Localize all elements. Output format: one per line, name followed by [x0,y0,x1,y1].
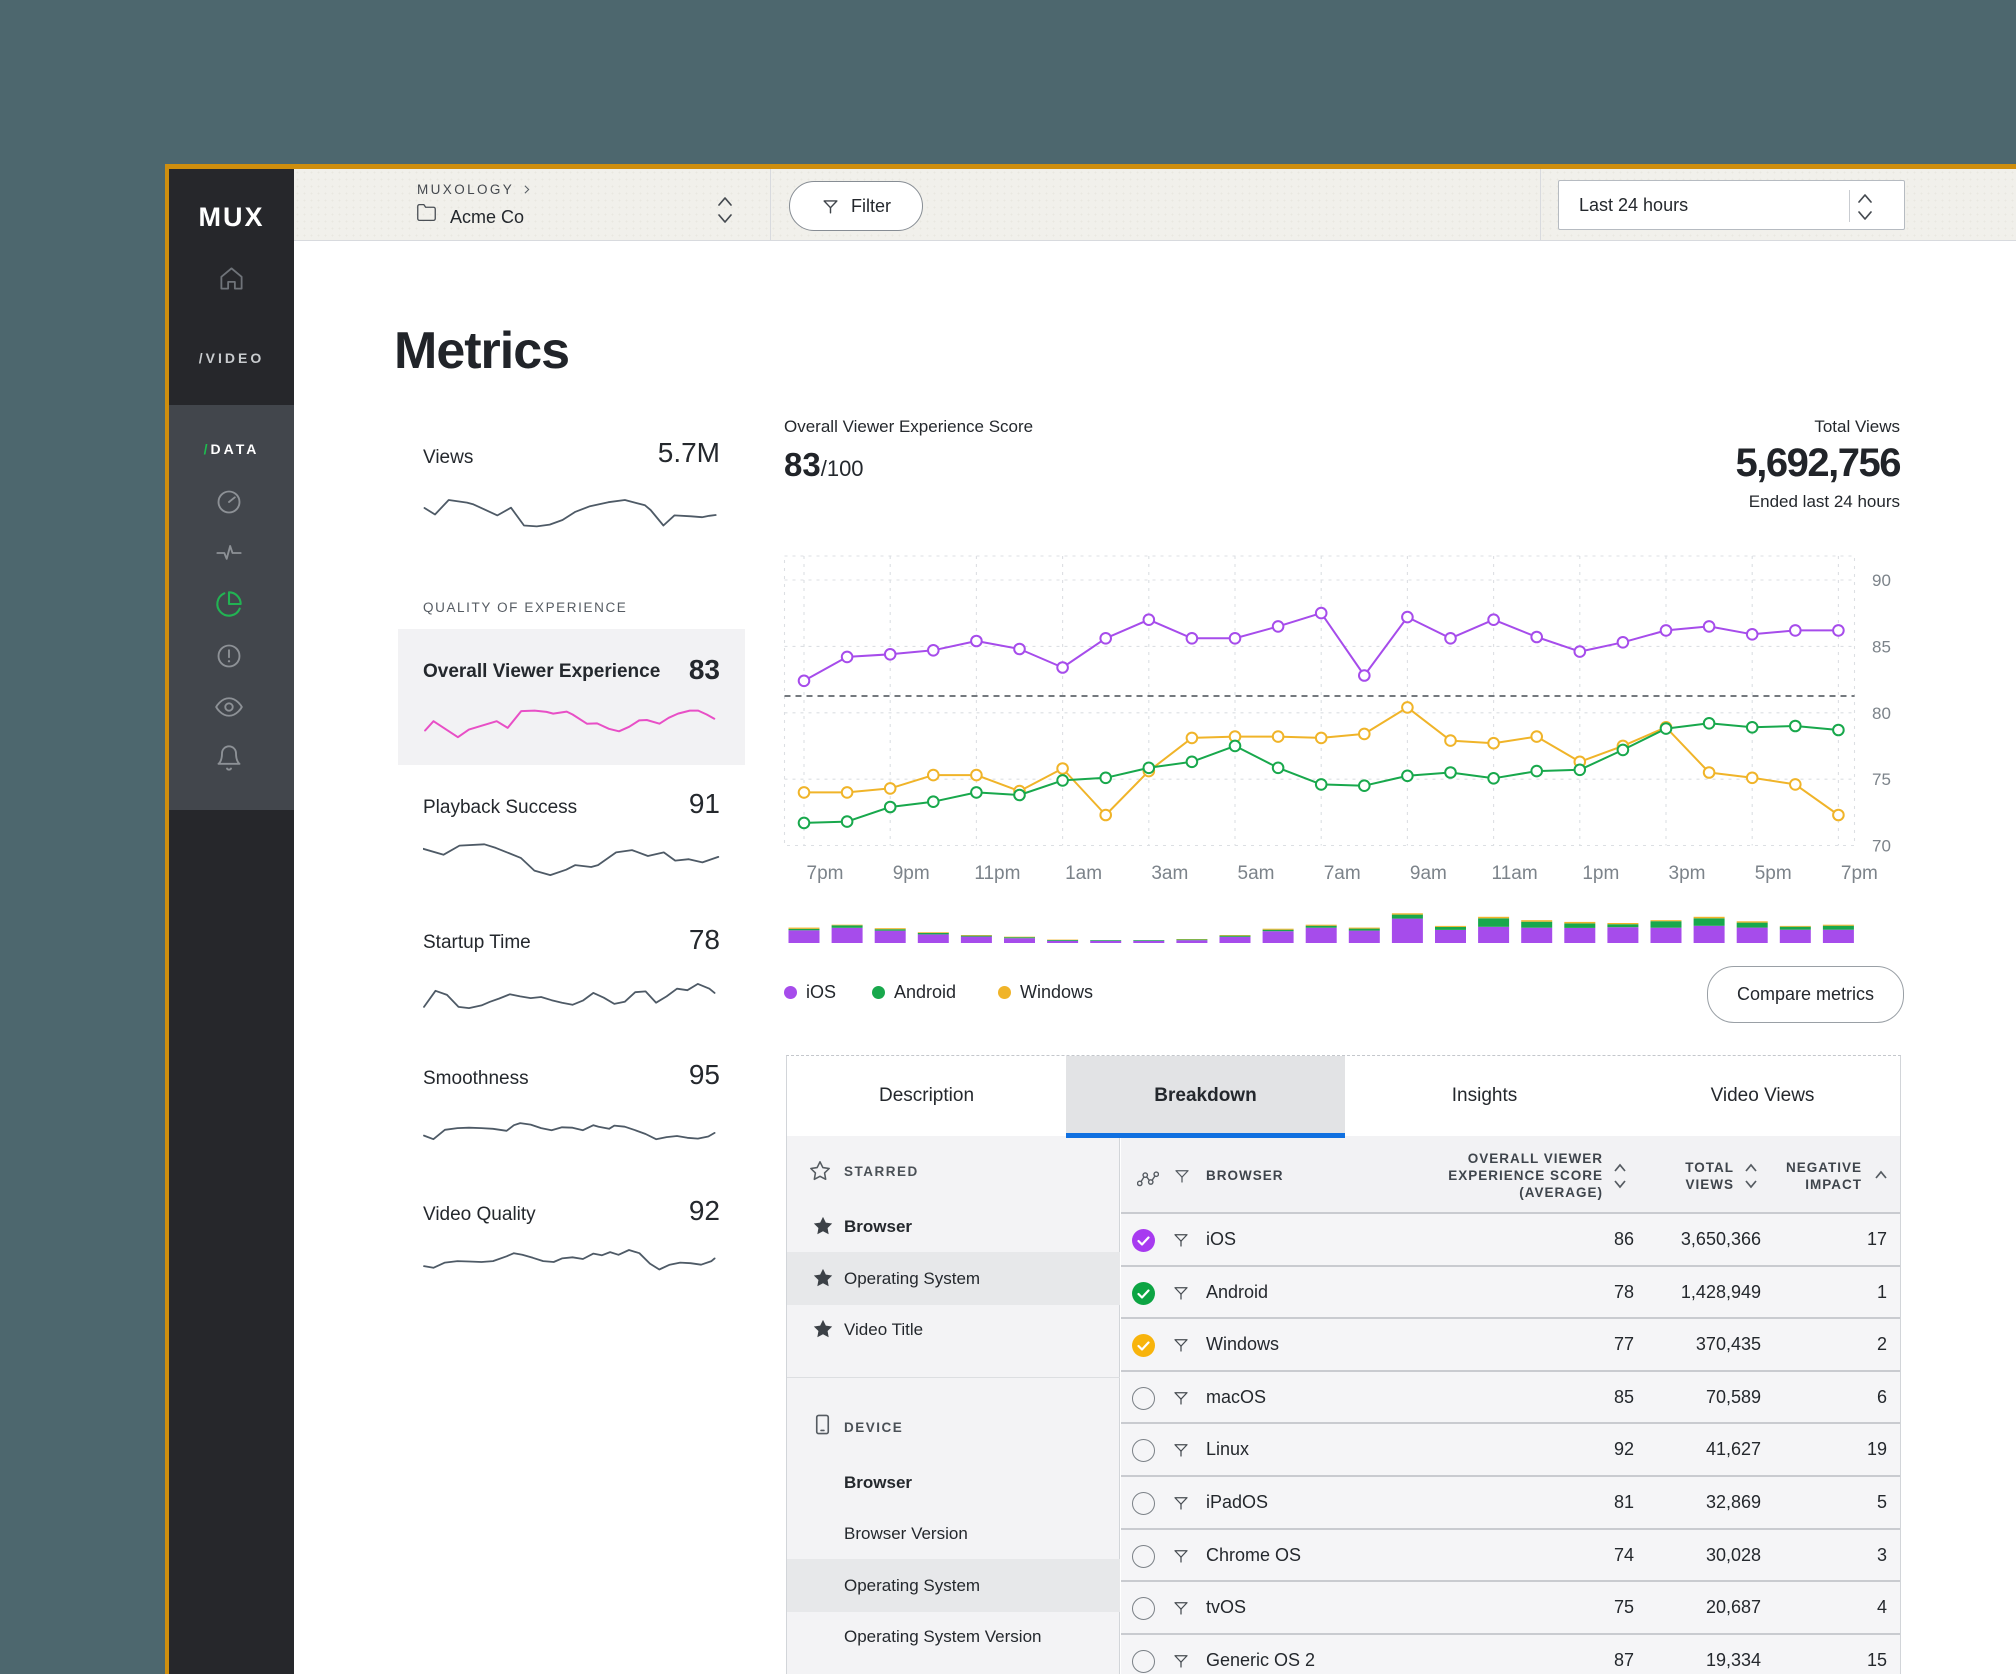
svg-text:90: 90 [1872,571,1891,590]
svg-text:11am: 11am [1492,863,1538,884]
svg-text:7pm: 7pm [807,863,844,884]
svg-text:7pm: 7pm [1841,863,1878,884]
svg-text:9pm: 9pm [893,863,930,884]
svg-text:70: 70 [1872,837,1891,856]
svg-text:9am: 9am [1410,863,1447,884]
svg-text:7am: 7am [1324,863,1361,884]
svg-text:75: 75 [1872,770,1891,789]
svg-text:5pm: 5pm [1755,863,1792,884]
svg-text:1am: 1am [1065,863,1102,884]
svg-text:3am: 3am [1151,863,1188,884]
svg-text:5am: 5am [1238,863,1275,884]
svg-text:80: 80 [1872,704,1891,723]
svg-text:3pm: 3pm [1669,863,1706,884]
svg-text:85: 85 [1872,637,1891,656]
svg-text:11pm: 11pm [974,863,1020,884]
svg-text:1pm: 1pm [1582,863,1619,884]
